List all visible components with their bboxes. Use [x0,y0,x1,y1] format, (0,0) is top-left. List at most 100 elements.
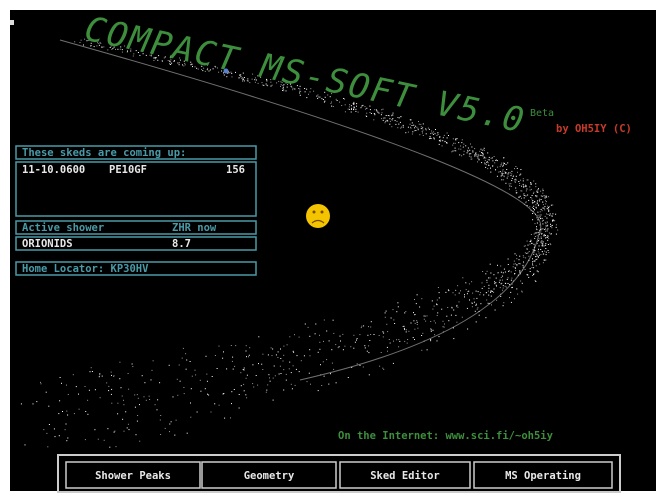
star [552,204,554,206]
star [298,88,300,89]
star [318,96,320,98]
star [262,369,264,370]
star [531,183,532,185]
star [308,372,310,374]
star [366,112,368,114]
star [141,50,143,52]
star [505,172,507,174]
star [493,274,495,276]
star [497,272,499,274]
star [296,355,298,357]
star [514,168,515,170]
star [425,133,427,135]
star [450,314,452,316]
star [309,91,311,93]
star [455,139,457,141]
star [272,377,274,379]
star [243,78,245,80]
star [126,51,128,53]
star [455,150,457,152]
star [285,379,287,381]
star [413,312,414,314]
star [407,339,409,340]
star [366,107,368,109]
menu-button[interactable] [339,461,471,489]
star [353,347,355,349]
meteor-stream [59,39,542,381]
sked-freq: 156 [226,164,245,176]
star [536,190,538,192]
star [495,284,497,286]
star [373,113,375,114]
star [485,166,487,168]
star [277,351,279,353]
star [535,259,537,260]
star [430,340,432,342]
star [495,159,497,161]
star [440,139,442,141]
star [551,227,553,229]
star [463,153,465,155]
star [383,368,385,370]
star [200,65,202,67]
menu-button-label[interactable]: Shower Peaks [95,470,171,482]
star [277,357,279,358]
star [324,100,326,102]
star [540,249,542,250]
star [487,152,489,154]
star [368,374,370,376]
star [126,427,128,429]
star [552,219,554,221]
star [547,244,549,245]
star [361,105,363,107]
menu-button-label[interactable]: Sked Editor [370,470,440,482]
menu-button[interactable] [65,461,201,489]
star [243,390,245,392]
star [550,225,552,227]
star [490,157,492,159]
star [421,335,423,336]
star [134,394,136,396]
star [438,140,440,142]
star [354,341,356,343]
star [266,80,268,82]
star [526,179,528,181]
star [448,290,450,292]
star [536,226,537,228]
star [164,56,166,58]
menu-button-label[interactable]: MS Operating [505,470,581,482]
star [473,301,475,303]
star [94,429,96,431]
menu-button[interactable] [201,461,337,489]
menu-button-label[interactable]: Geometry [244,470,295,482]
star [179,59,181,61]
star [164,427,166,429]
star [389,342,391,344]
star [127,373,129,374]
star [522,178,524,180]
star [207,64,208,66]
star [64,429,66,431]
star [202,70,204,72]
star [496,175,498,177]
menu-button[interactable] [473,461,613,489]
star [389,123,391,125]
star [538,188,539,190]
star [521,190,523,192]
star [495,277,497,279]
star [461,316,463,318]
star [479,294,481,296]
star [340,340,341,342]
star [435,129,436,130]
star [170,64,172,65]
star [85,411,87,412]
star [447,289,449,291]
star [532,263,533,265]
star [505,283,507,284]
star [365,115,367,117]
star [490,290,492,292]
star [418,123,420,125]
star [283,369,285,371]
star [291,388,293,390]
star [232,356,234,358]
